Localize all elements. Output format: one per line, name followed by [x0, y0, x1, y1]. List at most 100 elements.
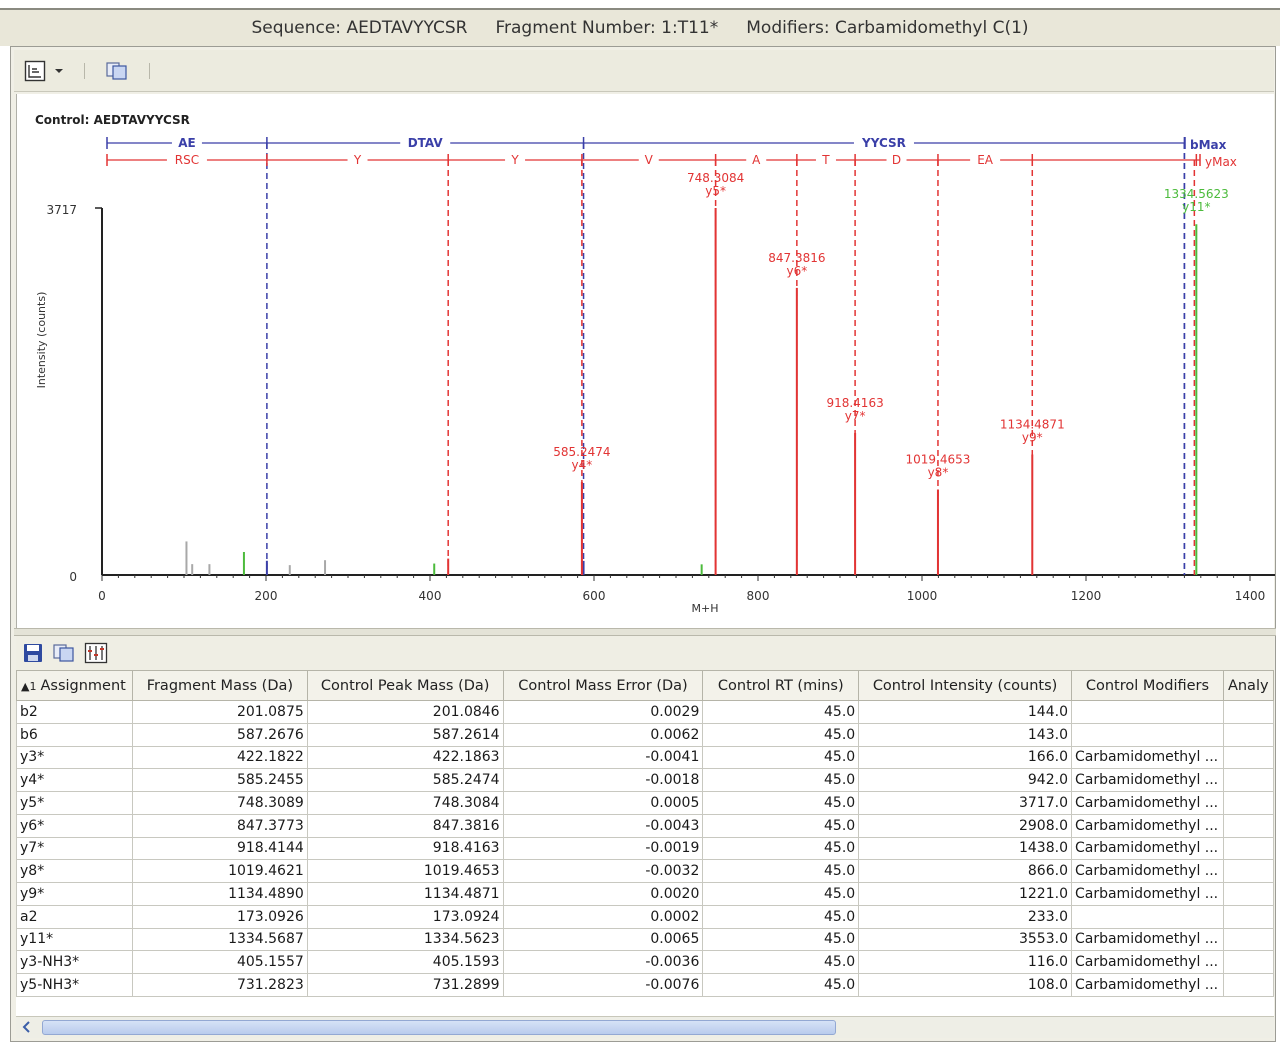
peak-ion-label: y7*: [845, 409, 866, 423]
table-cell: b6: [16, 722, 133, 747]
table-cell: y4*: [16, 768, 133, 792]
column-header-fragment-mass[interactable]: Fragment Mass (Da): [131, 670, 308, 701]
save-icon[interactable]: [22, 640, 44, 666]
table-row[interactable]: y6* 847.3773 847.3816 -0.0043 45.0 2908.0 Carb…: [16, 813, 1274, 838]
table-cell: y9*: [16, 882, 133, 906]
x-tick-label: 1200: [1071, 589, 1102, 603]
x-tick-label: 1000: [907, 589, 938, 603]
table-cell: [1222, 950, 1274, 974]
table-toolbar: [16, 636, 1274, 670]
pane-splitter[interactable]: [14, 628, 1276, 636]
table-cell: Carbamidomethyl ...: [1070, 927, 1224, 952]
table-row[interactable]: y3-NH3* 405.1557 405.1593 -0.0036 45.0 116.0 C…: [16, 950, 1274, 974]
table-row[interactable]: y5* 748.3089 748.3084 0.0005 45.0 3717.0 Carba…: [16, 791, 1274, 815]
x-tick-label: 1400: [1235, 589, 1266, 603]
table-cell: b2: [16, 700, 133, 724]
table-cell: 143.0: [858, 722, 1072, 747]
table-cell: y5-NH3*: [16, 973, 133, 997]
table-cell: 918.4163: [306, 836, 504, 861]
table-cell: [1222, 791, 1274, 815]
scrollbar-thumb[interactable]: [42, 1020, 836, 1035]
y-segment-label-bg: [970, 152, 1001, 168]
b-segment-label-bg: [171, 135, 202, 151]
column-header-control-peak-mass[interactable]: Control Peak Mass (Da): [306, 670, 504, 701]
peak-mz-label: 585.2474: [553, 445, 610, 459]
y-segment-label: V: [645, 153, 654, 167]
table-cell: [1070, 700, 1224, 724]
table-cell: 422.1863: [306, 745, 504, 770]
table-row[interactable]: y4* 585.2455 585.2474 -0.0018 45.0 942.0 Carba…: [16, 768, 1274, 792]
layout-grid-icon[interactable]: [24, 58, 46, 84]
y-zero-label: 0: [69, 570, 77, 584]
chevron-down-icon[interactable]: [54, 58, 64, 84]
y-segment-label-bg: [638, 152, 659, 168]
table-row[interactable]: y8* 1019.4621 1019.4653 -0.0032 45.0 866.0 Car…: [16, 859, 1274, 883]
table-cell: 45.0: [702, 768, 860, 792]
y-segment-label-bg: [347, 152, 368, 168]
spectrum-chart[interactable]: Control: AEDTAVYYCSR Intensity (counts) …: [16, 94, 1275, 628]
table-cell: [1222, 836, 1274, 861]
column-chooser-icon[interactable]: [84, 640, 108, 666]
table-cell: [1222, 882, 1274, 906]
bmax-label: bMax: [1190, 138, 1227, 152]
table-cell: 1221.0: [858, 882, 1072, 906]
table-cell: y6*: [16, 813, 133, 838]
table-cell: y3-NH3*: [16, 950, 133, 974]
table-cell: [1222, 813, 1274, 838]
column-header-control-intensity[interactable]: Control Intensity (counts): [858, 670, 1072, 701]
scroll-left-icon[interactable]: [20, 1020, 36, 1036]
column-header-analysis[interactable]: Analy: [1222, 670, 1274, 701]
y-segment-label: RSC: [175, 153, 199, 167]
table-cell: 45.0: [702, 836, 860, 861]
table-row[interactable]: y11* 1334.5687 1334.5623 0.0065 45.0 3553.0 Ca…: [16, 927, 1274, 952]
column-header-control-mass-error[interactable]: Control Mass Error (Da): [502, 670, 704, 701]
table-row[interactable]: y3* 422.1822 422.1863 -0.0041 45.0 166.0 Carba…: [16, 745, 1274, 770]
table-cell: -0.0043: [502, 813, 704, 838]
table-cell: -0.0032: [502, 859, 704, 883]
table-cell: 1438.0: [858, 836, 1072, 861]
table-cell: 3553.0: [858, 927, 1072, 952]
modifiers-label: Modifiers: Carbamidomethyl C(1): [746, 18, 1029, 38]
column-header-control-rt[interactable]: Control RT (mins): [702, 670, 860, 701]
peak-ion-label: y5*: [705, 184, 726, 198]
peak-ion-label: y9*: [1022, 430, 1043, 444]
table-cell: 587.2614: [306, 722, 504, 747]
table-cell: 731.2823: [131, 973, 308, 997]
y-segment-label: Y: [353, 153, 362, 167]
table-row[interactable]: y7* 918.4144 918.4163 -0.0019 45.0 1438.0 Carb…: [16, 836, 1274, 861]
table-cell: 45.0: [702, 927, 860, 952]
table-cell: 585.2474: [306, 768, 504, 792]
table-row[interactable]: b6 587.2676 587.2614 0.0062 45.0 143.0: [16, 722, 1274, 747]
column-header-control-modifiers[interactable]: Control Modifiers: [1070, 670, 1224, 701]
horizontal-scrollbar[interactable]: [16, 1016, 1274, 1038]
column-header-assignment[interactable]: ▲1 Assignment: [16, 670, 133, 701]
x-tick-label: 0: [98, 589, 106, 603]
table-cell: Carbamidomethyl ...: [1070, 973, 1224, 997]
table-row[interactable]: a2 173.0926 173.0924 0.0002 45.0 233.0: [16, 904, 1274, 929]
table-cell: Carbamidomethyl ...: [1070, 768, 1224, 792]
b-segment-label: AE: [178, 136, 195, 150]
table-row[interactable]: y9* 1134.4890 1134.4871 0.0020 45.0 1221.0 Car…: [16, 882, 1274, 906]
peak-ion-label: y6*: [786, 264, 807, 278]
table-cell: [1222, 927, 1274, 952]
table-row[interactable]: y5-NH3* 731.2823 731.2899 -0.0076 45.0 108.0 C…: [16, 973, 1274, 997]
table-cell: 1334.5687: [131, 927, 308, 952]
y-segment-label-bg: [166, 152, 207, 168]
table-cell: 918.4144: [131, 836, 308, 861]
table-cell: Carbamidomethyl ...: [1070, 813, 1224, 838]
table-cell: y5*: [16, 791, 133, 815]
table-cell: 1334.5623: [306, 927, 504, 952]
copy-icon[interactable]: [105, 58, 129, 84]
table-cell: 1134.4871: [306, 882, 504, 906]
window-title-bar: Sequence: AEDTAVYYCSR Fragment Number: 1…: [0, 8, 1280, 46]
table-cell: -0.0036: [502, 950, 704, 974]
copy-icon[interactable]: [52, 640, 76, 666]
x-tick-label: 600: [583, 589, 606, 603]
peak-mz-label: 1019.4653: [906, 452, 971, 466]
table-cell: 1019.4653: [306, 859, 504, 883]
table-row[interactable]: b2 201.0875 201.0846 0.0029 45.0 144.0: [16, 700, 1274, 724]
x-axis-label: M+H: [692, 602, 719, 615]
table-cell: -0.0019: [502, 836, 704, 861]
y-segment-label: Y: [510, 153, 519, 167]
table-cell: 201.0875: [131, 700, 308, 724]
